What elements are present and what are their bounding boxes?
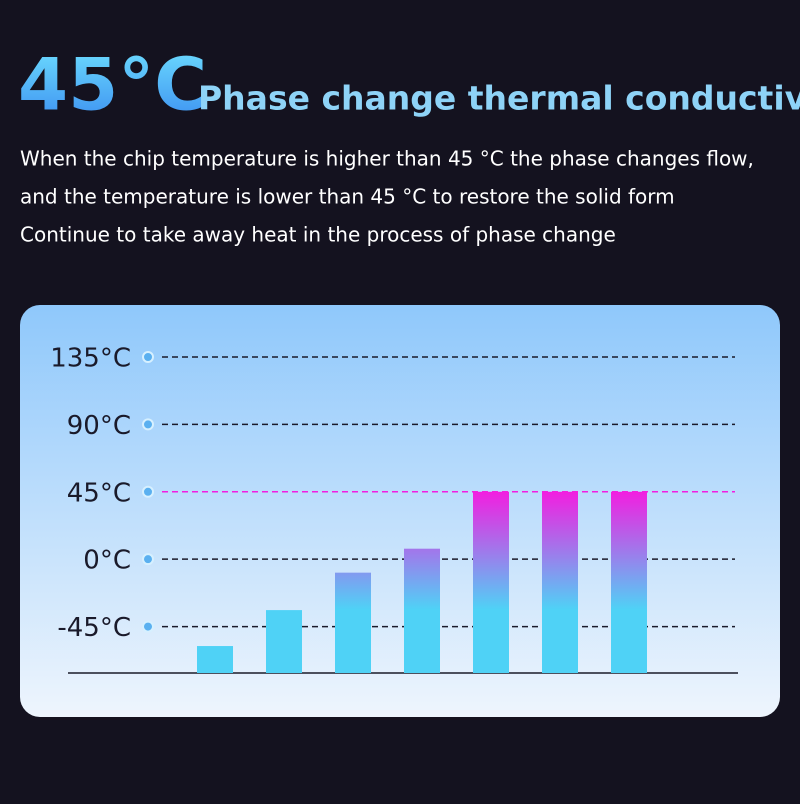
- bar: [542, 491, 578, 673]
- chart: 135°C 90°C 45°C 0°C -45°C: [50, 344, 738, 674]
- tick-dot: [142, 485, 154, 498]
- y-tick-label: -45°C: [57, 613, 131, 643]
- y-tick-label: 0°C: [83, 546, 131, 576]
- bar: [404, 548, 440, 673]
- tick-dot: [142, 553, 154, 566]
- description-line: When the chip temperature is higher than…: [20, 147, 754, 171]
- y-tick-label: 135°C: [50, 344, 131, 374]
- y-tick-label: 90°C: [67, 411, 131, 441]
- headline-title: Phase change thermal conductivity: [198, 79, 800, 118]
- y-tick-label: 45°C: [67, 478, 131, 508]
- chart-panel: [20, 305, 780, 717]
- bar: [611, 491, 647, 673]
- bar: [266, 610, 302, 673]
- tick-dot: [142, 620, 154, 633]
- bar: [473, 491, 509, 673]
- description-line: and the temperature is lower than 45 °C …: [20, 185, 675, 209]
- bar: [335, 572, 371, 673]
- bar: [197, 646, 233, 673]
- headline-number: 45°C: [18, 43, 207, 127]
- tick-dot: [142, 351, 154, 363]
- description-line: Continue to take away heat in the proces…: [20, 223, 616, 247]
- tick-dot: [142, 418, 154, 431]
